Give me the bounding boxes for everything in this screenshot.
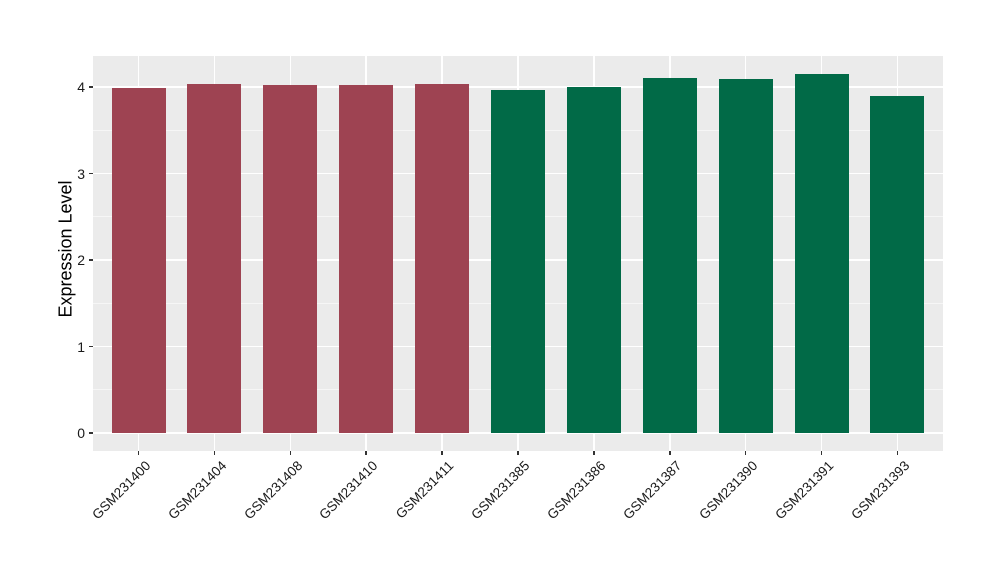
x-tick-mark [441,451,443,455]
x-tick-mark [137,451,140,455]
y-tick-label: 2 [77,252,85,268]
x-tick-label-GSM231404: GSM231404 [164,458,230,523]
y-tick-label: 4 [77,79,85,95]
y-tick-mark [89,86,93,88]
y-tick-label: 1 [77,338,85,355]
bar-GSM231408 [263,85,318,433]
y-tick-mark [89,172,93,175]
bar-GSM231393 [870,95,925,433]
x-tick-mark [669,451,671,455]
x-tick-mark [896,451,899,455]
x-tick-mark [820,451,823,455]
x-tick-label-GSM231393: GSM231393 [847,458,913,523]
y-tick-mark [89,259,93,261]
x-tick-label-GSM231410: GSM231410 [316,458,381,523]
x-tick-mark [365,451,367,455]
x-tick-label-GSM231387: GSM231387 [620,458,685,523]
bar-GSM231391 [794,74,849,433]
y-axis-title: Expression Level [55,180,76,318]
x-tick-mark [517,451,519,455]
bar-GSM231390 [718,79,773,433]
y-tick-label: 0 [77,425,85,441]
x-tick-label-GSM231408: GSM231408 [240,458,305,523]
bar-GSM231404 [187,84,242,433]
y-tick-mark [89,345,93,348]
x-tick-mark [744,451,747,455]
y-tick-mark [89,432,93,434]
bar-GSM231387 [642,78,697,433]
bar-GSM231386 [566,87,621,433]
bar-GSM231410 [339,85,394,433]
x-tick-label-GSM231386: GSM231386 [544,458,609,523]
bar-GSM231400 [111,87,166,433]
x-tick-label-GSM231391: GSM231391 [771,458,837,523]
x-tick-label-GSM231385: GSM231385 [468,458,533,523]
x-tick-mark [289,451,292,455]
y-tick-label: 3 [77,165,85,182]
x-tick-label-GSM231411: GSM231411 [393,458,457,522]
x-tick-mark [213,451,216,455]
bar-GSM231385 [491,90,545,433]
x-tick-mark [593,451,595,455]
x-tick-label-GSM231390: GSM231390 [696,458,761,523]
x-tick-label-GSM231400: GSM231400 [88,458,154,523]
plot-panel [93,56,943,451]
bar-GSM231411 [415,84,470,433]
